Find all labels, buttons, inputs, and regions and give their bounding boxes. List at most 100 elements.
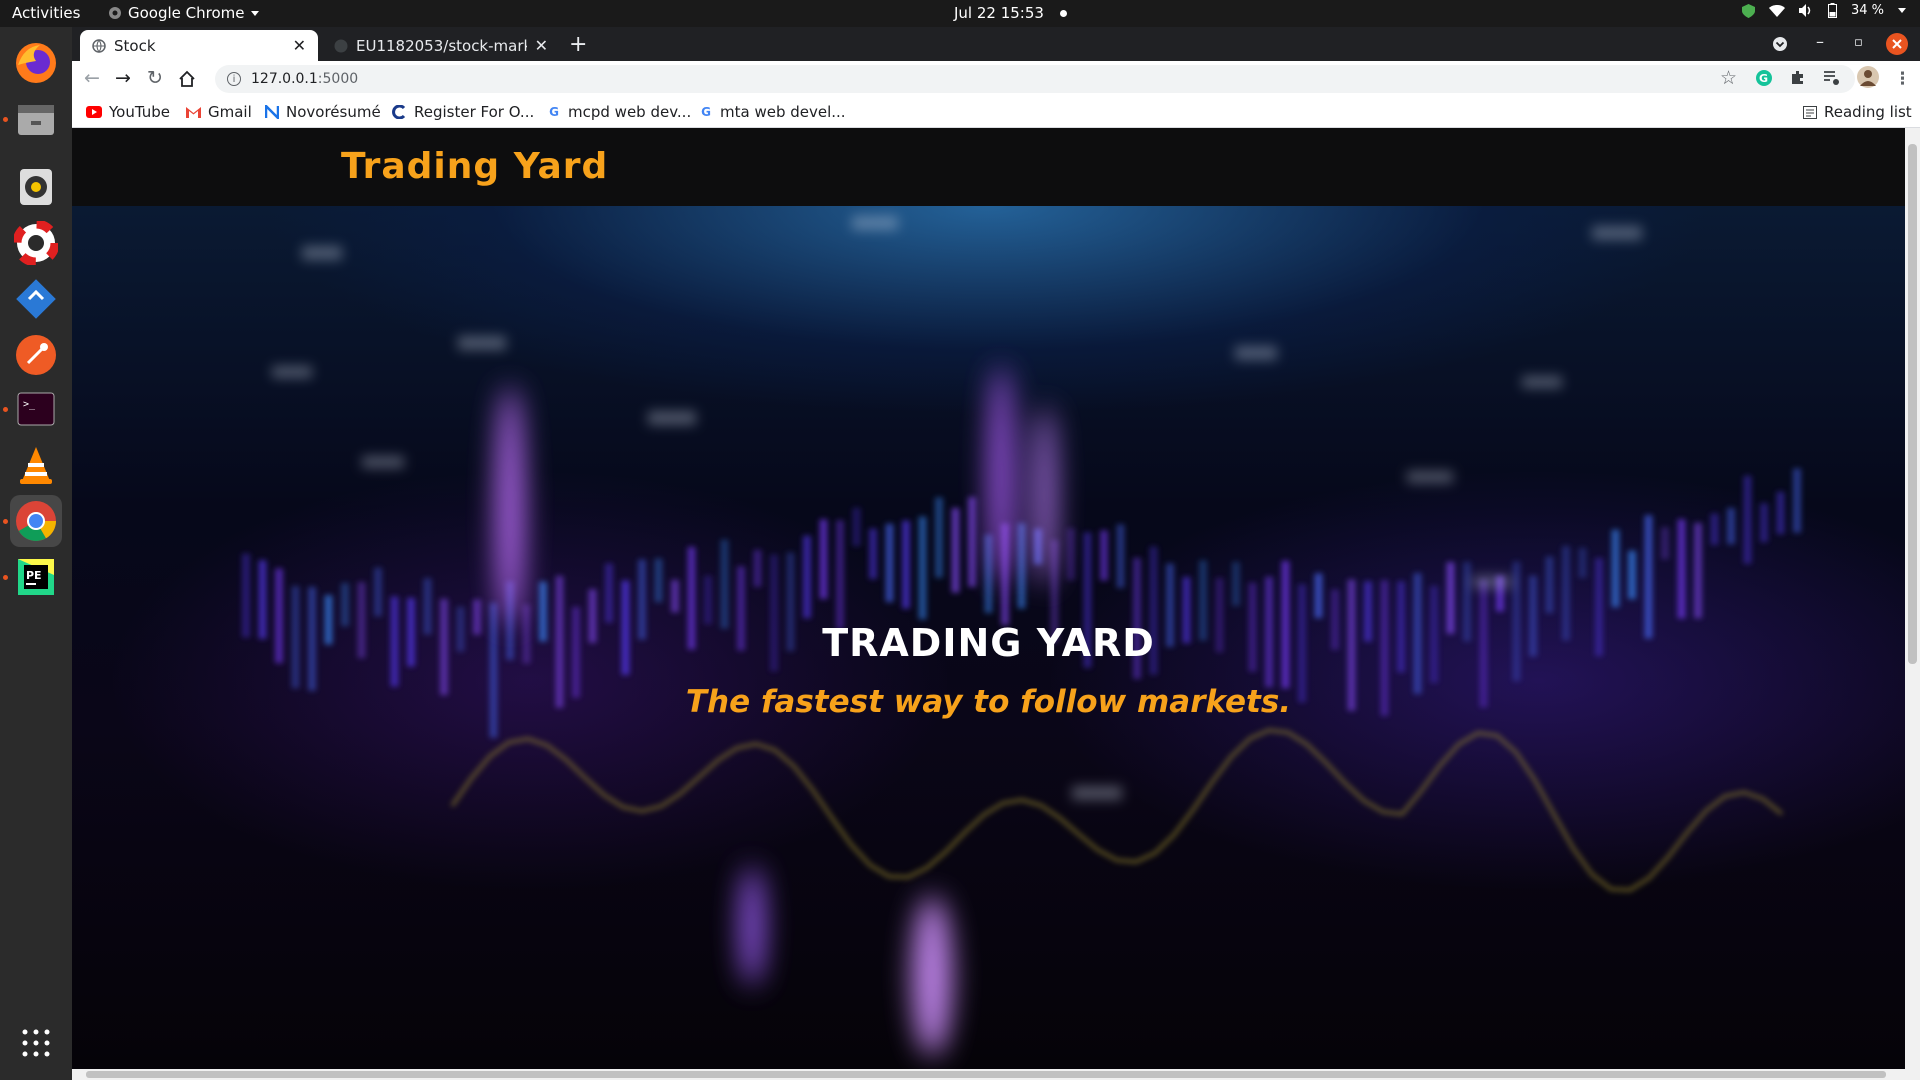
background-candle (1578, 547, 1587, 578)
dock-files[interactable] (3, 93, 62, 145)
running-indicator (3, 519, 8, 524)
background-candle (522, 604, 531, 664)
background-candle (1463, 561, 1471, 642)
bookmark-gmail[interactable]: Gmail (186, 103, 252, 121)
back-icon[interactable]: ← (84, 67, 100, 89)
close-tab-icon[interactable]: ✕ (534, 36, 548, 55)
background-candle (720, 539, 729, 629)
background-candle (1215, 577, 1224, 653)
register-icon (392, 105, 406, 119)
dock: >_ PE (0, 27, 72, 1080)
bookmark-label: Gmail (208, 103, 252, 121)
tab-stock[interactable]: Stock ✕ (80, 30, 318, 61)
bookmark-register[interactable]: Register For O... (392, 103, 534, 121)
background-candle (588, 589, 597, 643)
background-candle (1479, 579, 1488, 708)
system-tray[interactable]: 34 % (1741, 3, 1906, 18)
dock-firefox[interactable] (10, 37, 62, 89)
background-candle (1083, 532, 1092, 668)
show-applications-icon (22, 1029, 50, 1057)
background-candle (737, 566, 745, 651)
tab-github[interactable]: EU1182053/stock-market- ✕ (322, 30, 560, 61)
bookmark-mta[interactable]: G mta web devel... (699, 103, 846, 121)
bookmark-star-icon[interactable]: ☆ (1720, 67, 1738, 89)
background-candle (1562, 545, 1570, 641)
background-candle (1314, 573, 1323, 619)
app-menu-label: Google Chrome (128, 4, 245, 22)
background-candle (968, 497, 976, 587)
bookmark-youtube[interactable]: YouTube (86, 103, 170, 121)
forward-icon[interactable]: → (115, 67, 131, 89)
background-candle (1760, 503, 1768, 543)
background-candle (1265, 576, 1273, 688)
background-candle (258, 560, 267, 639)
reading-list-button[interactable]: Reading list (1803, 103, 1912, 121)
background-candle (984, 534, 993, 614)
close-window-icon[interactable] (1886, 33, 1908, 55)
gmail-icon (186, 107, 201, 118)
kebab-menu-icon[interactable]: ⋮ (1894, 69, 1911, 89)
extensions-icon[interactable] (1789, 69, 1806, 86)
background-candle (357, 582, 366, 659)
background-candle (836, 520, 844, 630)
clock[interactable]: Jul 22 15:53 (954, 4, 1067, 22)
background-candle (555, 575, 564, 708)
svg-text:G: G (1759, 72, 1768, 85)
vertical-scrollbar[interactable] (1905, 128, 1920, 1069)
new-tab-icon[interactable]: + (569, 32, 588, 57)
tab-title: EU1182053/stock-market- (356, 36, 527, 55)
horizontal-scrollbar[interactable] (72, 1069, 1920, 1080)
home-icon[interactable] (178, 70, 196, 88)
background-candle (638, 559, 646, 640)
background-candle (1430, 585, 1438, 683)
activities-button[interactable]: Activities (12, 4, 81, 22)
background-candle (341, 582, 349, 627)
close-tab-icon[interactable]: ✕ (292, 36, 306, 55)
bookmark-label: Register For O... (414, 103, 535, 121)
bookmark-novoresume[interactable]: Novorésumé (265, 103, 381, 121)
background-candle (671, 579, 679, 613)
volume-icon (1798, 4, 1811, 17)
site-info-icon[interactable]: i (227, 72, 241, 86)
tab-search-icon[interactable] (1772, 36, 1788, 52)
dock-pycharm[interactable]: PE (3, 551, 62, 603)
background-candle (1727, 507, 1735, 545)
reading-list-label: Reading list (1824, 103, 1912, 121)
grammarly-icon[interactable]: G (1755, 69, 1773, 87)
reload-icon[interactable]: ↻ (147, 67, 163, 89)
dock-chrome[interactable] (3, 495, 62, 547)
address-bar[interactable]: i 127.0.0.1:5000 (215, 65, 1855, 93)
background-candle (1100, 530, 1108, 581)
scrollbar-thumb[interactable] (1908, 144, 1917, 664)
dock-rhythmbox[interactable] (10, 161, 62, 213)
show-applications-button[interactable] (10, 1017, 62, 1069)
dock-remmina[interactable] (10, 273, 62, 325)
maximize-icon[interactable]: ▫ (1854, 35, 1863, 50)
background-candle (1776, 491, 1785, 535)
background-candle (1694, 522, 1702, 619)
background-candle (687, 546, 696, 650)
pycharm-icon: PE (18, 559, 54, 595)
novoresume-icon (265, 105, 279, 119)
app-menu[interactable]: Google Chrome (108, 4, 259, 22)
background-candle (1232, 561, 1240, 606)
google-icon: G (549, 105, 559, 119)
dock-terminal[interactable]: >_ (3, 383, 62, 435)
bookmark-mcpd[interactable]: G mcpd web dev... (547, 103, 691, 121)
bookmark-label: YouTube (109, 103, 170, 121)
avatar[interactable] (1857, 66, 1879, 88)
minimize-icon[interactable]: – (1816, 32, 1824, 51)
background-candle (473, 599, 481, 635)
dock-vlc[interactable] (10, 439, 62, 491)
media-controls-icon[interactable] (1823, 69, 1840, 86)
site-brand[interactable]: Trading Yard (341, 146, 609, 187)
background-candle (489, 602, 498, 738)
dock-help[interactable] (10, 217, 62, 269)
background-candle (1611, 529, 1620, 608)
dock-postman[interactable] (10, 329, 62, 381)
market-background-image (242, 216, 1801, 1056)
background-candle (1281, 560, 1290, 689)
scrollbar-thumb[interactable] (86, 1071, 1886, 1078)
background-candle (1529, 575, 1537, 657)
background-candle (407, 597, 415, 667)
